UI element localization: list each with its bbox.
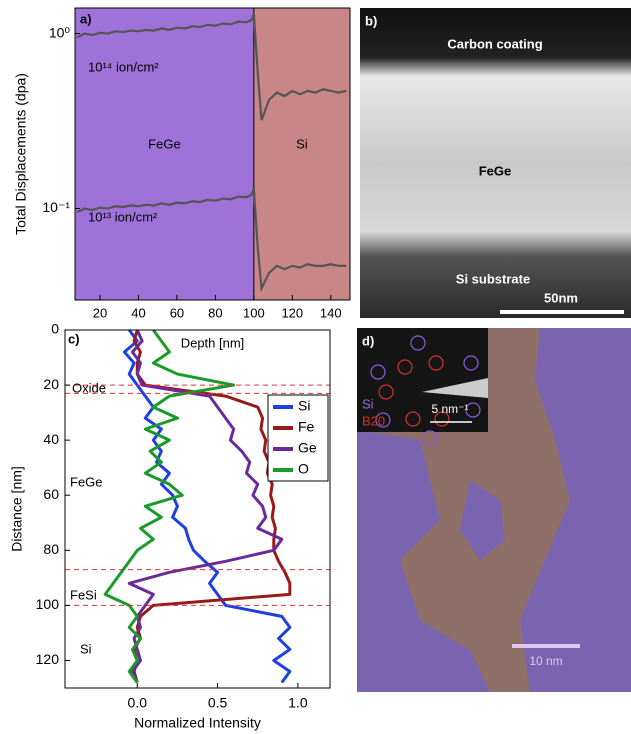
y-axis-title: Total Displacements (dpa) [13,73,29,235]
x-tick-label: 0.5 [208,695,228,711]
series-label: 10¹³ ion/cm² [88,209,158,224]
y-tick-label: 10⁰ [49,24,71,40]
x-tick-label: 0.0 [128,695,148,711]
y-tick-label: 80 [43,541,59,557]
y-tick-label: 40 [43,431,59,447]
panel-label: b) [365,13,377,28]
y-axis-title: Distance [nm] [9,466,25,552]
x-tick-label: 40 [131,305,145,320]
x-tick-label: 20 [93,305,107,320]
scale-bar-label: 5 nm⁻¹ [431,402,468,416]
plot-frame [64,329,331,689]
layer-label: Oxide [72,380,106,395]
plot-frame [74,7,351,301]
series-line [122,329,292,684]
layer-label: Si [80,641,92,656]
hrtem-image-d: d) Si B20 5 nm⁻¹ 10 nm [357,328,631,692]
x-tick-label: 1.0 [288,695,308,711]
layer-label: FeSi [70,587,97,602]
region [253,8,350,300]
y-tick-label: 0 [51,321,59,337]
series-line [127,329,284,684]
legend-label: O [298,461,309,477]
x-tick-label: 100 [243,305,265,320]
y-tick-label: 100 [36,596,60,612]
region-label: Si [296,136,308,151]
legend-label: Ge [298,440,317,456]
image-label: Carbon coating [447,36,542,51]
y-tick-label: 20 [43,376,59,392]
y-tick-label: 10⁻¹ [42,199,70,215]
legend-box [267,394,329,482]
region [75,8,254,300]
panel-label: d) [362,333,374,348]
series-line [76,188,347,293]
legend-label: Fe [298,419,315,435]
x-tick-label: 80 [208,305,222,320]
panel-label: a) [80,11,92,26]
series-line [132,329,292,683]
y-tick-label: 120 [36,651,60,667]
layer-label: FeGe [70,474,103,489]
x-axis-title: Depth [nm] [181,335,245,350]
x-tick-label: 120 [281,305,303,320]
x-axis-title: Normalized Intensity [134,715,261,731]
x-tick-label: 140 [320,305,342,320]
scale-bar-label: 10 nm [529,654,562,668]
image-label: FeGe [479,163,512,178]
series-label: 10¹⁴ ion/cm² [88,59,159,74]
legend-label: Si [298,398,310,414]
series-line [103,329,236,684]
x-tick-label: 60 [170,305,184,320]
image-label: Si substrate [456,271,530,286]
panel-label: c) [68,331,80,346]
region-label: FeGe [148,136,181,151]
tem-image-b: b) Carbon coating FeGe Si substrate 50nm [360,8,631,318]
phase-label: B20 [362,413,385,428]
y-tick-label: 60 [43,486,59,502]
phase-label: Si [362,396,374,411]
series-line [76,13,347,121]
scale-bar-label: 50nm [544,290,578,305]
